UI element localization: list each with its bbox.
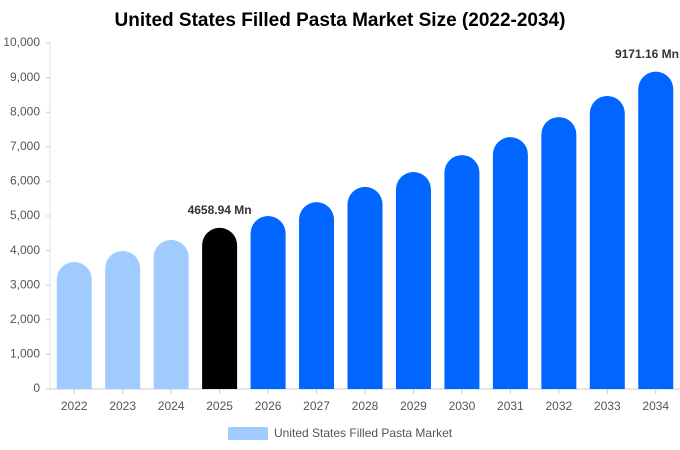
y-tick-label: 2,000	[10, 312, 40, 326]
bar	[444, 155, 480, 389]
x-tick-label: 2024	[158, 399, 185, 413]
bar	[541, 117, 577, 389]
bar	[492, 137, 528, 389]
value-label: 4658.94 Mn	[188, 203, 252, 217]
y-tick-label: 7,000	[10, 139, 40, 153]
bar	[56, 262, 92, 389]
x-tick-label: 2030	[449, 399, 476, 413]
y-tick-label: 5,000	[10, 208, 40, 222]
bar	[638, 71, 674, 390]
y-tick-label: 8,000	[10, 104, 40, 118]
y-tick-label: 1,000	[10, 347, 40, 361]
bar	[202, 227, 238, 389]
legend-label: United States Filled Pasta Market	[274, 426, 453, 440]
bar	[250, 216, 286, 389]
x-tick-label: 2034	[642, 399, 669, 413]
x-tick-label: 2025	[206, 399, 233, 413]
legend-swatch	[228, 427, 268, 440]
bar	[105, 250, 141, 389]
y-tick-label: 9,000	[10, 70, 40, 84]
bar	[589, 95, 625, 390]
y-tick-label: 10,000	[3, 35, 40, 49]
chart-title: United States Filled Pasta Market Size (…	[115, 10, 566, 31]
x-tick-label: 2032	[545, 399, 572, 413]
y-tick-label: 0	[33, 381, 40, 395]
x-tick-label: 2027	[303, 399, 330, 413]
y-tick-label: 3,000	[10, 277, 40, 291]
y-tick-label: 4,000	[10, 243, 40, 257]
x-tick-label: 2028	[352, 399, 379, 413]
bar	[299, 202, 335, 389]
x-tick-label: 2023	[109, 399, 136, 413]
x-tick-label: 2031	[497, 399, 524, 413]
bar	[395, 172, 431, 389]
x-tick-label: 2029	[400, 399, 427, 413]
bar	[347, 186, 383, 389]
value-label: 9171.16 Mn	[615, 47, 679, 61]
bar	[153, 239, 189, 389]
x-tick-label: 2033	[594, 399, 621, 413]
x-tick-label: 2026	[255, 399, 282, 413]
x-tick-label: 2022	[61, 399, 88, 413]
y-tick-label: 6,000	[10, 174, 40, 188]
